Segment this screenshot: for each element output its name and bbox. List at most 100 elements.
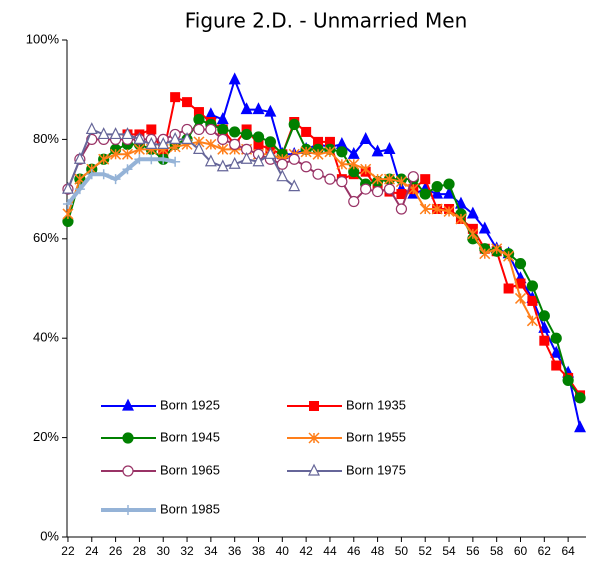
marker: [491, 243, 503, 255]
series-line: [67, 140, 534, 322]
legend-bg: [99, 501, 281, 519]
marker: [503, 250, 515, 262]
series-line: [66, 157, 176, 206]
marker: [181, 132, 194, 144]
marker: [383, 141, 396, 154]
marker: [431, 186, 444, 199]
marker: [383, 173, 396, 185]
marker: [217, 143, 229, 155]
series: [61, 122, 301, 194]
marker: [122, 465, 134, 477]
marker: [134, 154, 145, 165]
marker: [61, 181, 74, 194]
marker: [550, 332, 562, 344]
legend-bg: [99, 462, 281, 480]
marker: [192, 141, 205, 154]
marker: [514, 292, 527, 304]
marker: [396, 189, 407, 200]
marker: [182, 97, 193, 108]
marker: [324, 136, 335, 147]
marker: [407, 171, 419, 183]
marker: [574, 392, 586, 404]
legend-bg: [285, 397, 467, 415]
marker: [252, 131, 265, 143]
marker: [228, 72, 241, 85]
marker: [431, 181, 443, 193]
x-tick-label: 60: [514, 544, 528, 558]
x-tick-label: 36: [228, 544, 242, 558]
marker: [109, 127, 122, 140]
marker: [478, 221, 491, 234]
legend-bg: [99, 429, 281, 447]
marker: [419, 203, 431, 215]
marker: [170, 92, 181, 103]
marker: [551, 360, 562, 371]
marker: [395, 203, 408, 215]
marker: [110, 148, 122, 160]
marker: [216, 112, 229, 125]
marker: [347, 146, 360, 159]
marker: [324, 146, 336, 158]
marker: [253, 139, 264, 150]
x-tick-label: 58: [490, 544, 504, 558]
marker: [122, 398, 134, 411]
marker: [371, 185, 384, 198]
marker: [288, 179, 301, 192]
marker: [193, 107, 204, 118]
legend-bg: [99, 397, 281, 415]
marker: [74, 184, 85, 195]
marker: [62, 208, 74, 220]
legend-entry: Born 1965: [99, 462, 281, 480]
legend-entry: Born 1935: [285, 397, 467, 415]
series-line: [210, 76, 582, 428]
x-tick-label: 40: [276, 544, 290, 558]
marker: [98, 169, 109, 180]
marker: [145, 137, 158, 149]
marker: [123, 505, 133, 515]
y-tick-label: 20%: [33, 429, 59, 444]
marker: [158, 154, 169, 165]
x-tick-label: 64: [561, 544, 575, 558]
marker: [146, 124, 157, 135]
x-tick-label: 38: [252, 544, 266, 558]
marker: [228, 156, 241, 169]
legend-entry: Born 1975: [285, 462, 467, 480]
x-tick-label: 62: [538, 544, 552, 558]
marker: [264, 146, 277, 159]
legend-label: Born 1925: [160, 397, 220, 412]
marker: [85, 122, 98, 135]
marker: [336, 176, 348, 188]
marker: [395, 176, 407, 188]
series: [62, 154, 181, 210]
legend-entry: Born 1985: [99, 501, 281, 519]
marker: [276, 169, 289, 182]
legend-label: Born 1955: [346, 429, 406, 444]
marker: [324, 173, 336, 185]
x-tick-label: 54: [442, 544, 456, 558]
x-tick-label: 26: [109, 544, 123, 558]
legend-entry: Born 1955: [285, 429, 467, 447]
marker: [479, 248, 491, 260]
legend-bg: [285, 429, 467, 447]
y-tick-label: 80%: [33, 131, 59, 146]
marker: [170, 156, 181, 167]
marker: [98, 153, 110, 165]
marker: [562, 374, 574, 387]
marker: [157, 137, 170, 149]
y-tick-label: 0%: [40, 528, 59, 543]
x-tick-label: 32: [180, 544, 194, 558]
marker: [336, 158, 348, 170]
marker: [308, 432, 320, 444]
y-tick-label: 100%: [26, 31, 60, 46]
marker: [455, 213, 467, 225]
x-tick-label: 24: [85, 544, 99, 558]
y-tick-label: 60%: [33, 230, 59, 245]
y-tick-label: 40%: [33, 330, 59, 345]
chart-title: Figure 2.D. - Unmarried Men: [185, 9, 468, 33]
marker: [420, 174, 431, 185]
marker: [372, 173, 384, 185]
legend-bg: [285, 462, 467, 480]
x-tick-label: 44: [323, 544, 337, 558]
marker: [146, 154, 157, 165]
